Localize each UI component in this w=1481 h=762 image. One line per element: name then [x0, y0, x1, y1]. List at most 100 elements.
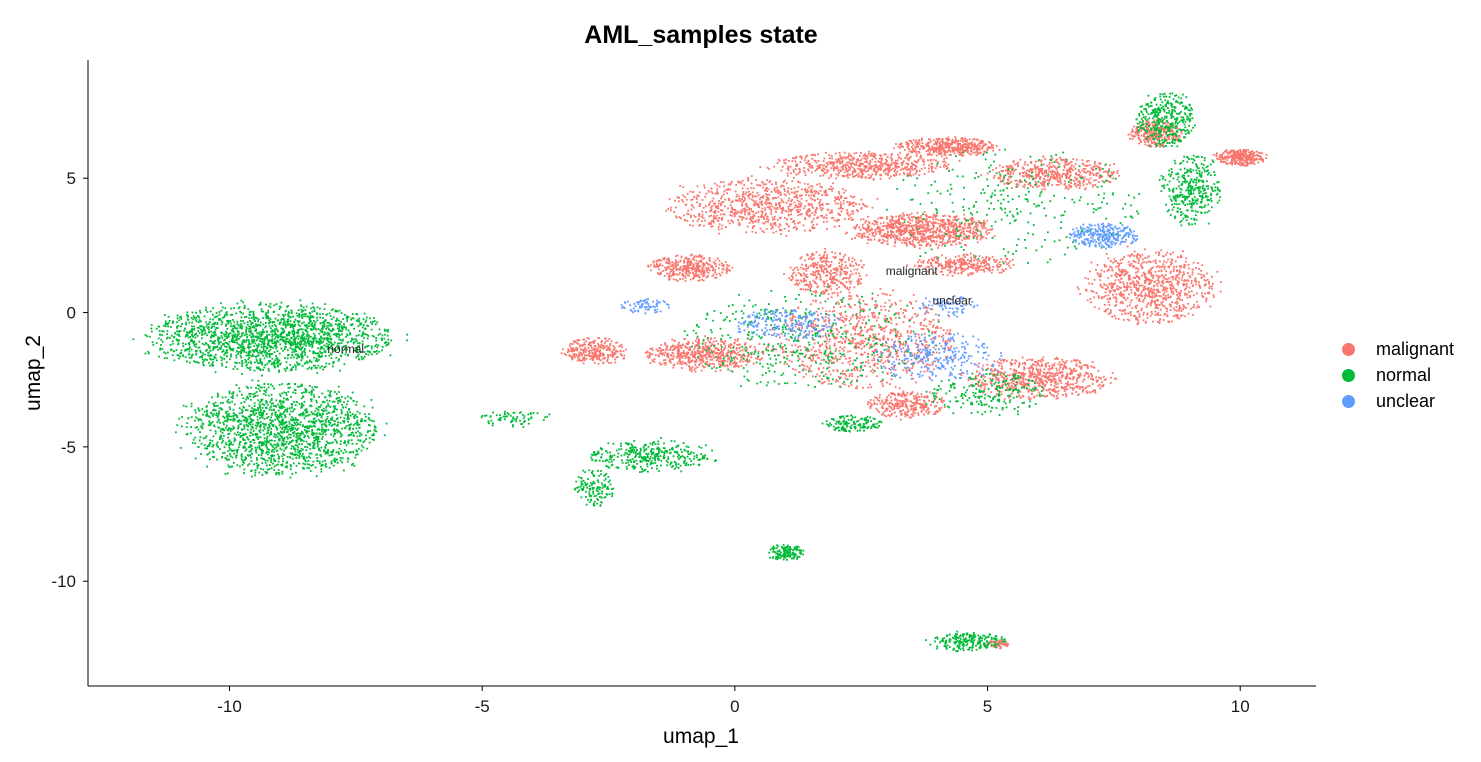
data-point	[1178, 305, 1181, 307]
data-point	[728, 199, 731, 201]
data-point	[874, 154, 876, 157]
data-point	[742, 191, 745, 193]
data-point	[908, 156, 911, 159]
data-point	[730, 219, 733, 222]
data-point	[902, 222, 904, 225]
data-point	[1137, 258, 1140, 260]
data-point	[833, 225, 836, 228]
data-point	[1115, 300, 1117, 303]
data-point	[1165, 133, 1168, 136]
data-point	[953, 269, 956, 271]
data-point	[1021, 356, 1024, 359]
data-point	[720, 204, 722, 206]
data-point	[808, 204, 810, 206]
data-point	[702, 206, 705, 209]
data-point	[770, 213, 773, 215]
data-point	[813, 214, 816, 216]
data-point	[1024, 173, 1027, 176]
data-point	[890, 164, 893, 166]
data-point	[895, 219, 897, 222]
data-point	[1144, 292, 1147, 295]
data-point	[1144, 130, 1147, 133]
data-point	[948, 262, 950, 264]
data-point	[1183, 279, 1186, 281]
data-point	[1059, 379, 1062, 382]
data-point	[927, 159, 929, 162]
data-point	[983, 259, 986, 261]
data-point	[1253, 158, 1256, 161]
data-point	[932, 265, 934, 268]
data-point	[1253, 154, 1256, 157]
data-point	[1220, 159, 1223, 162]
data-point	[947, 263, 950, 266]
data-point	[866, 205, 869, 208]
data-point	[720, 197, 722, 200]
data-point	[880, 157, 883, 160]
data-point	[976, 149, 978, 151]
data-point	[714, 209, 717, 212]
data-point	[974, 146, 977, 149]
data-point	[941, 267, 943, 270]
data-point	[881, 165, 884, 168]
data-point	[1176, 276, 1179, 278]
data-point	[962, 154, 965, 157]
data-point	[708, 223, 710, 225]
data-point	[721, 216, 724, 219]
data-point	[1100, 269, 1103, 272]
data-point	[906, 172, 909, 175]
data-point	[971, 145, 974, 148]
data-point	[1167, 136, 1170, 139]
data-point	[883, 224, 886, 227]
data-point	[877, 166, 879, 168]
data-point	[966, 263, 969, 266]
data-point	[982, 140, 984, 142]
data-point	[1037, 175, 1040, 177]
data-point	[972, 235, 975, 238]
data-point	[953, 260, 956, 263]
data-point	[915, 220, 917, 223]
data-point	[965, 141, 968, 143]
data-point	[750, 216, 752, 219]
data-point	[1176, 280, 1179, 282]
data-point	[704, 205, 707, 208]
data-point	[1163, 305, 1166, 307]
data-point	[929, 262, 932, 264]
data-point	[1017, 165, 1019, 168]
data-point	[1055, 380, 1058, 383]
data-point	[977, 143, 979, 146]
data-point	[982, 268, 985, 271]
data-point	[1164, 286, 1167, 289]
data-point	[825, 162, 828, 164]
data-point	[1178, 306, 1181, 309]
data-point	[859, 229, 862, 231]
data-point	[1057, 382, 1059, 385]
data-point	[830, 210, 833, 213]
data-point	[942, 215, 945, 217]
data-point	[863, 204, 865, 206]
data-point	[692, 224, 694, 227]
data-point	[1008, 182, 1011, 184]
data-point	[899, 147, 901, 149]
data-point	[821, 203, 824, 205]
data-point	[930, 263, 933, 265]
data-point	[1176, 298, 1179, 301]
data-point	[864, 153, 866, 156]
data-point	[1133, 284, 1135, 287]
data-point	[972, 227, 975, 230]
data-point	[890, 215, 893, 218]
data-point	[1082, 179, 1085, 181]
data-point	[996, 360, 999, 363]
data-point	[747, 179, 749, 182]
data-point	[1132, 280, 1135, 283]
data-point	[1079, 171, 1081, 174]
data-point	[1010, 180, 1013, 183]
data-point	[1149, 130, 1152, 133]
data-point	[782, 206, 784, 209]
data-point	[1124, 309, 1126, 312]
data-point	[1224, 157, 1226, 160]
data-point	[1083, 364, 1086, 366]
data-point	[850, 195, 852, 198]
data-point	[981, 147, 984, 150]
data-point	[761, 213, 763, 216]
data-point	[927, 149, 930, 152]
